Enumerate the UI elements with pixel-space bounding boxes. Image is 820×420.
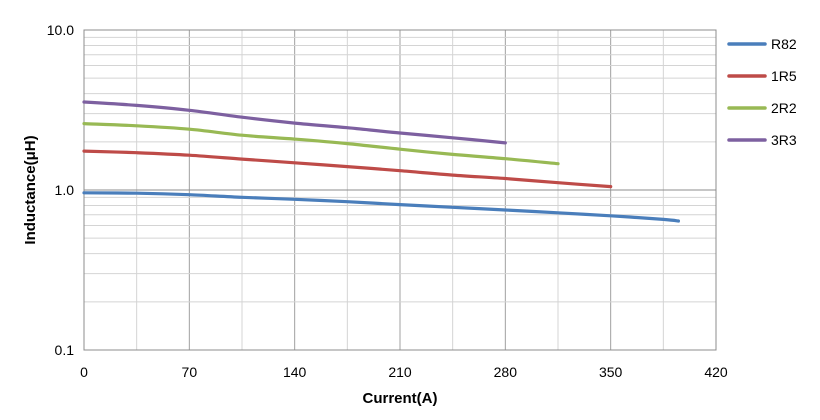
plot-border bbox=[83, 29, 717, 351]
x-tick-label: 210 bbox=[388, 364, 412, 380]
x-tick-label: 70 bbox=[182, 364, 198, 380]
series-line-r82 bbox=[82, 191, 680, 223]
x-tick-label: 140 bbox=[283, 364, 307, 380]
x-tick-labels: 0 70 140 210 280 350 420 bbox=[80, 364, 728, 380]
y-tick-labels: 10.0 1.0 0.1 bbox=[47, 22, 74, 358]
x-tick-label: 350 bbox=[599, 364, 623, 380]
series-line-1r5 bbox=[82, 149, 613, 189]
series-line-2r2 bbox=[82, 122, 560, 166]
series-lines bbox=[82, 100, 680, 223]
x-axis-title: Current(A) bbox=[363, 390, 438, 407]
y-tick-label: 1.0 bbox=[55, 182, 75, 198]
legend-label-1r5: 1R5 bbox=[771, 68, 797, 84]
series-line-3r3 bbox=[82, 100, 507, 145]
x-tick-label: 280 bbox=[494, 364, 518, 380]
legend-label-2r2: 2R2 bbox=[771, 100, 797, 116]
x-tick-label: 420 bbox=[704, 364, 728, 380]
legend-label-3r3: 3R3 bbox=[771, 132, 797, 148]
grid bbox=[83, 29, 717, 351]
legend: R82 1R5 2R2 3R3 bbox=[727, 36, 797, 148]
y-tick-label: 0.1 bbox=[55, 342, 75, 358]
x-tick-label: 0 bbox=[80, 364, 88, 380]
y-axis-title: Inductance(μH) bbox=[22, 135, 39, 244]
legend-label-r82: R82 bbox=[771, 36, 797, 52]
y-tick-label: 10.0 bbox=[47, 22, 74, 38]
